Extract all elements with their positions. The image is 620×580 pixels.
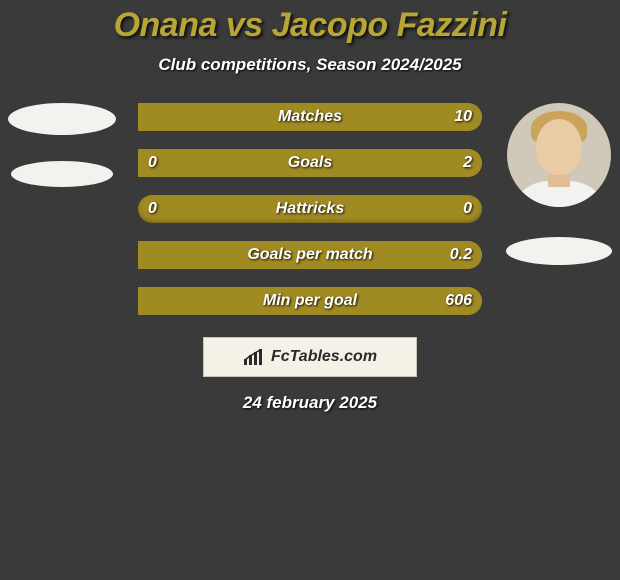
stat-bar: Min per goal606	[138, 287, 482, 315]
stat-label: Goals	[138, 149, 482, 177]
bar-chart-icon	[243, 348, 265, 366]
player-left-column	[8, 103, 116, 187]
stat-label: Min per goal	[138, 287, 482, 315]
stat-bar: Matches10	[138, 103, 482, 131]
comparison-date: 24 february 2025	[0, 393, 620, 413]
player-right-placeholder	[506, 237, 612, 265]
comparison-subtitle: Club competitions, Season 2024/2025	[0, 55, 620, 75]
stat-value-right: 606	[445, 287, 472, 315]
stat-label: Matches	[138, 103, 482, 131]
comparison-arena: Matches100Goals20Hattricks0Goals per mat…	[0, 103, 620, 315]
brand-text: FcTables.com	[271, 348, 377, 366]
brand-badge: FcTables.com	[203, 337, 417, 377]
stat-label: Hattricks	[138, 195, 482, 223]
stat-bar: 0Hattricks0	[138, 195, 482, 223]
player-right-avatar	[507, 103, 611, 207]
player-left-placeholder-2	[11, 161, 113, 187]
stat-value-right: 0.2	[450, 241, 472, 269]
comparison-title: Onana vs Jacopo Fazzini	[0, 0, 620, 45]
player-right-column	[506, 103, 612, 265]
stat-bar: Goals per match0.2	[138, 241, 482, 269]
stat-value-right: 10	[454, 103, 472, 131]
stat-value-right: 0	[463, 195, 472, 223]
stat-bar: 0Goals2	[138, 149, 482, 177]
stat-label: Goals per match	[138, 241, 482, 269]
stat-bars: Matches100Goals20Hattricks0Goals per mat…	[138, 103, 482, 315]
player-left-placeholder-1	[8, 103, 116, 135]
stat-value-right: 2	[463, 149, 472, 177]
